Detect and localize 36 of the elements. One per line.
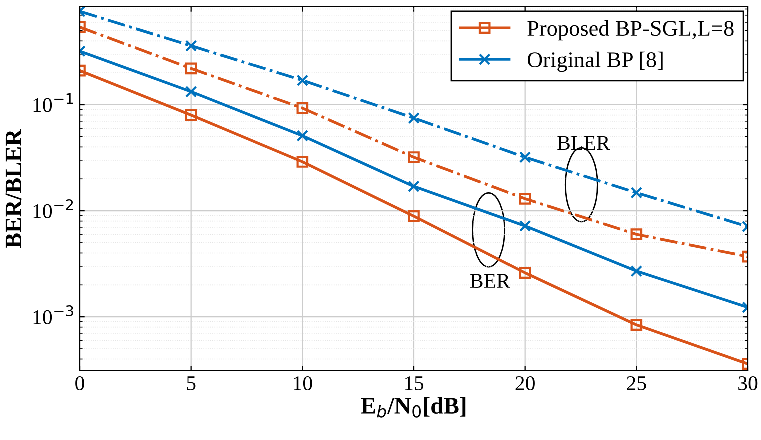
- legend-label: Original BP [8]: [528, 52, 663, 72]
- point: [296, 102, 309, 114]
- legend-label: Proposed BP-SGL,L=8: [528, 20, 734, 41]
- point: [185, 62, 198, 75]
- point: [185, 86, 198, 98]
- point: [630, 265, 643, 278]
- point: [408, 112, 420, 124]
- point: [185, 109, 198, 122]
- x-tick-label: 15: [405, 376, 424, 391]
- x-tick-label: 25: [627, 376, 646, 391]
- point: [296, 156, 309, 168]
- x-tick-label: 20: [516, 376, 535, 391]
- x-tick-label: 10: [294, 376, 312, 391]
- x-tick-label: 5: [187, 376, 196, 391]
- point: [408, 180, 420, 193]
- x-tick-label: 0: [76, 376, 84, 391]
- annotation: BLER: [558, 136, 610, 150]
- point: [296, 130, 309, 142]
- point: [630, 187, 643, 199]
- point: [519, 152, 532, 164]
- x-axis-title: E$_{b}$/N$_{0}$[dB]: [361, 397, 466, 418]
- point: [630, 228, 643, 240]
- point: [185, 40, 198, 52]
- point: [519, 193, 532, 205]
- point: [408, 210, 420, 222]
- point: [296, 74, 309, 86]
- x-tick-label: 30: [738, 376, 758, 391]
- point: [408, 152, 420, 164]
- point: [630, 319, 643, 332]
- y-tick-label: 10$^{−1}$: [34, 94, 74, 112]
- point: [519, 220, 532, 232]
- y-tick-label: 10$^{−3}$: [34, 305, 74, 324]
- y-tick-label: 10$^{−2}$: [34, 199, 74, 218]
- annotation: BER: [470, 274, 510, 288]
- point: [519, 267, 532, 279]
- y-axis-title: BER/BLER: [6, 129, 22, 248]
